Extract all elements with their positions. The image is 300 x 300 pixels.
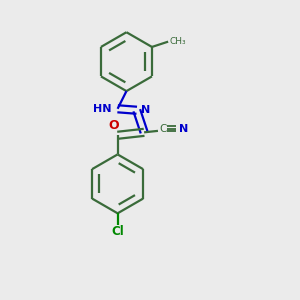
Text: HN: HN xyxy=(93,104,111,114)
Text: N: N xyxy=(141,105,150,115)
Text: Cl: Cl xyxy=(111,225,124,238)
Text: O: O xyxy=(108,119,119,132)
Text: C: C xyxy=(160,124,167,134)
Text: CH₃: CH₃ xyxy=(169,37,186,46)
Text: N: N xyxy=(179,124,189,134)
